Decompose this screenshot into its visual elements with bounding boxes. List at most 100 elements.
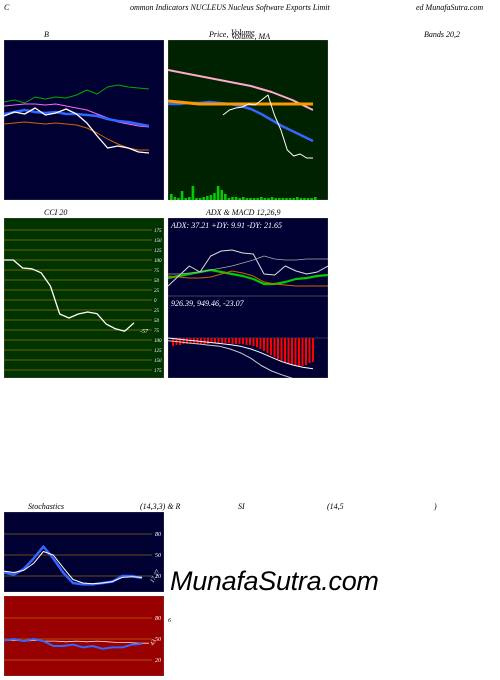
volume-bar bbox=[256, 198, 259, 200]
adx-minus-di-line bbox=[168, 270, 328, 287]
volume-bar bbox=[220, 190, 223, 200]
macd-histogram-bar bbox=[221, 338, 223, 343]
cci-tick-label: 150 bbox=[154, 359, 162, 364]
macd-histogram-bar bbox=[172, 338, 174, 346]
bollinger-ma-line bbox=[4, 103, 150, 128]
adx-line bbox=[168, 255, 328, 275]
rsi-title: SI bbox=[238, 502, 245, 511]
price-volume-chart bbox=[168, 40, 328, 200]
header-site: ed MunafaSutra.com bbox=[416, 3, 484, 12]
cci-tick-label: 75 bbox=[154, 269, 160, 274]
macd-histogram-bar bbox=[256, 338, 258, 347]
rsi-chart: 80 50 20 43 bbox=[4, 596, 164, 676]
volume-bar bbox=[180, 191, 184, 200]
adx-plus-di-line bbox=[168, 268, 328, 286]
macd-histogram-bar bbox=[245, 338, 248, 345]
macd-histogram-bar bbox=[312, 338, 314, 362]
macd-histogram-bar bbox=[207, 338, 209, 344]
header-title: ommon Indicators NUCLEUS Nucleus Softwar… bbox=[130, 3, 330, 12]
volume-bar bbox=[263, 198, 267, 200]
macd-histogram-bar bbox=[235, 338, 237, 344]
macd-histogram-bar bbox=[238, 338, 241, 344]
stochastics-k-line bbox=[4, 545, 143, 586]
macd-histogram-bar bbox=[210, 338, 213, 343]
macd-histogram-bar bbox=[242, 338, 244, 344]
volume-bar bbox=[274, 198, 277, 200]
rsi-tick-label: 80 bbox=[155, 616, 161, 622]
macd-histogram-bar bbox=[308, 338, 311, 363]
macd-values: 926.39, 949.46, -23.07 bbox=[171, 299, 245, 308]
bollinger-lower-line bbox=[4, 121, 149, 151]
bollinger-title-left: B bbox=[44, 30, 49, 39]
price-orange-ma-line bbox=[168, 99, 313, 106]
volume-bar bbox=[267, 198, 270, 200]
price-ma-line bbox=[168, 69, 314, 111]
volume-bar bbox=[213, 193, 216, 200]
price-close-line bbox=[222, 94, 313, 159]
macd-histogram-bar bbox=[298, 338, 300, 366]
volume-bar bbox=[209, 195, 213, 200]
rsi-tick-label: 50 bbox=[155, 637, 161, 643]
bollinger-upper-line bbox=[4, 84, 150, 104]
cci-tick-label: 175 bbox=[154, 369, 162, 374]
header-left: C bbox=[4, 3, 10, 12]
adx-values: ADX: 37.21 +DY: 9.91 -DY: 21.65 bbox=[170, 221, 282, 230]
volume-bar bbox=[245, 198, 249, 200]
volume-bar bbox=[249, 198, 252, 200]
cci-chart: 175 150 125 100 75 50 25 0 25 50 75 100 125 150 175 -5… bbox=[4, 218, 164, 378]
volume-bar bbox=[285, 198, 288, 200]
macd-histogram-bar bbox=[291, 338, 293, 365]
volume-bar bbox=[292, 198, 295, 200]
macd-histogram-bar bbox=[186, 338, 188, 344]
macd-histogram-bar bbox=[214, 338, 216, 343]
stochastics-chart: 80 50 20 17.27 bbox=[4, 512, 164, 592]
cci-tick-label: 75 bbox=[154, 329, 160, 334]
volume-bar bbox=[270, 197, 274, 200]
price-title: Price, bbox=[209, 30, 229, 39]
macd-histogram-bar bbox=[266, 338, 269, 353]
cci-line bbox=[4, 259, 135, 332]
cci-tick-label: 175 bbox=[154, 229, 162, 234]
macd-histogram-bar bbox=[252, 338, 255, 346]
stochastics-tick-label: 80 bbox=[155, 532, 161, 538]
macd-histogram-bar bbox=[203, 338, 206, 344]
cci-tick-label: 0 bbox=[154, 299, 157, 304]
macd-histogram-bar bbox=[277, 338, 279, 359]
macd-histogram-bar bbox=[280, 338, 283, 361]
adx-di-spread-line bbox=[168, 249, 328, 287]
bollinger-chart bbox=[4, 40, 164, 200]
cci-tick-label: 25 bbox=[154, 309, 160, 314]
macd-histogram-bar bbox=[287, 338, 290, 364]
macd-histogram-bar bbox=[273, 338, 276, 357]
volume-bar bbox=[227, 198, 231, 200]
stochastics-tick-label: 50 bbox=[155, 553, 161, 559]
cci-tick-label: 100 bbox=[154, 339, 162, 344]
cci-title: CCI 20 bbox=[44, 208, 68, 217]
macd-histogram-bar bbox=[228, 338, 230, 343]
volume-bar bbox=[206, 196, 209, 200]
stochastics-tick-label: 20 bbox=[155, 574, 161, 580]
rsi-side-label: 6 bbox=[168, 618, 171, 624]
macd-histogram-bar bbox=[217, 338, 220, 343]
macd-signal-line bbox=[168, 337, 314, 370]
macd-histogram-bar bbox=[224, 338, 227, 343]
volume-bar bbox=[202, 197, 205, 200]
cci-tick-label: 25 bbox=[154, 289, 160, 294]
cci-tick-label: 125 bbox=[154, 349, 162, 354]
volume-bar bbox=[303, 198, 306, 200]
volume-bar bbox=[260, 197, 263, 200]
volume-bar bbox=[170, 194, 173, 200]
volume-bar bbox=[224, 194, 227, 200]
bollinger-title-right: Bands 20,2 bbox=[424, 30, 460, 39]
macd-line bbox=[168, 340, 294, 378]
volume-bar bbox=[191, 186, 195, 200]
volume-bar bbox=[310, 198, 313, 200]
cci-tick-label: 150 bbox=[154, 239, 162, 244]
adx-macd-chart: ADX: 37.21 +DY: 9.91 -DY: 21.65 926.39, … bbox=[168, 218, 328, 378]
volume-bar bbox=[184, 198, 187, 200]
macd-histogram-bar bbox=[294, 338, 297, 366]
macd-histogram-bar bbox=[305, 338, 307, 365]
volume-bar bbox=[288, 198, 292, 200]
macd-histogram-bar bbox=[284, 338, 286, 363]
volume-bar bbox=[177, 198, 180, 200]
